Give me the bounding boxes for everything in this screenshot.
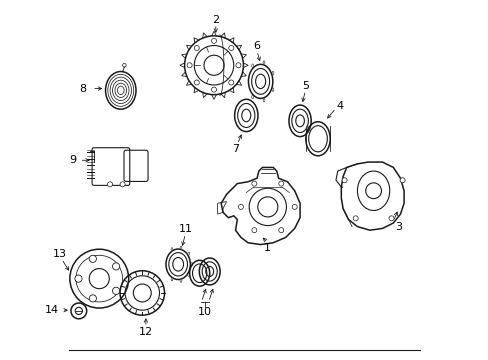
Text: 5: 5	[302, 81, 308, 91]
Circle shape	[112, 263, 120, 270]
Ellipse shape	[180, 246, 182, 249]
Circle shape	[292, 204, 297, 210]
Circle shape	[107, 182, 112, 187]
Ellipse shape	[171, 278, 173, 281]
Circle shape	[122, 63, 126, 67]
Circle shape	[228, 80, 233, 85]
Text: 11: 11	[178, 224, 192, 234]
Circle shape	[75, 275, 82, 282]
Circle shape	[278, 228, 283, 233]
Ellipse shape	[251, 95, 253, 99]
Text: 7: 7	[231, 144, 239, 154]
Ellipse shape	[251, 64, 253, 68]
Circle shape	[89, 295, 96, 302]
Circle shape	[211, 87, 216, 92]
Ellipse shape	[190, 263, 192, 266]
Ellipse shape	[271, 88, 273, 91]
Circle shape	[388, 216, 393, 221]
Circle shape	[352, 216, 358, 221]
Circle shape	[112, 287, 120, 294]
Circle shape	[399, 178, 404, 183]
Text: 13: 13	[53, 249, 67, 259]
Circle shape	[238, 204, 243, 210]
Circle shape	[120, 182, 125, 187]
Text: 2: 2	[212, 15, 219, 26]
Circle shape	[187, 63, 192, 68]
Ellipse shape	[263, 61, 264, 64]
Text: 10: 10	[198, 307, 212, 316]
Circle shape	[235, 63, 241, 68]
Circle shape	[194, 80, 199, 85]
Ellipse shape	[263, 98, 264, 102]
Text: 1: 1	[264, 243, 271, 253]
Text: 8: 8	[80, 84, 86, 94]
Circle shape	[342, 178, 346, 183]
Text: 14: 14	[45, 305, 59, 315]
Ellipse shape	[180, 279, 182, 282]
Ellipse shape	[271, 71, 273, 75]
Circle shape	[251, 228, 256, 233]
Circle shape	[194, 45, 199, 50]
Text: 6: 6	[253, 41, 260, 51]
Text: 4: 4	[335, 102, 343, 112]
Text: 12: 12	[139, 327, 153, 337]
Circle shape	[251, 181, 256, 186]
Circle shape	[278, 181, 283, 186]
Text: 9: 9	[69, 155, 76, 165]
Text: 3: 3	[394, 222, 402, 231]
Circle shape	[228, 45, 233, 50]
Ellipse shape	[187, 273, 189, 276]
Circle shape	[89, 255, 96, 262]
Circle shape	[211, 39, 216, 43]
Ellipse shape	[187, 252, 189, 255]
Ellipse shape	[171, 248, 173, 251]
